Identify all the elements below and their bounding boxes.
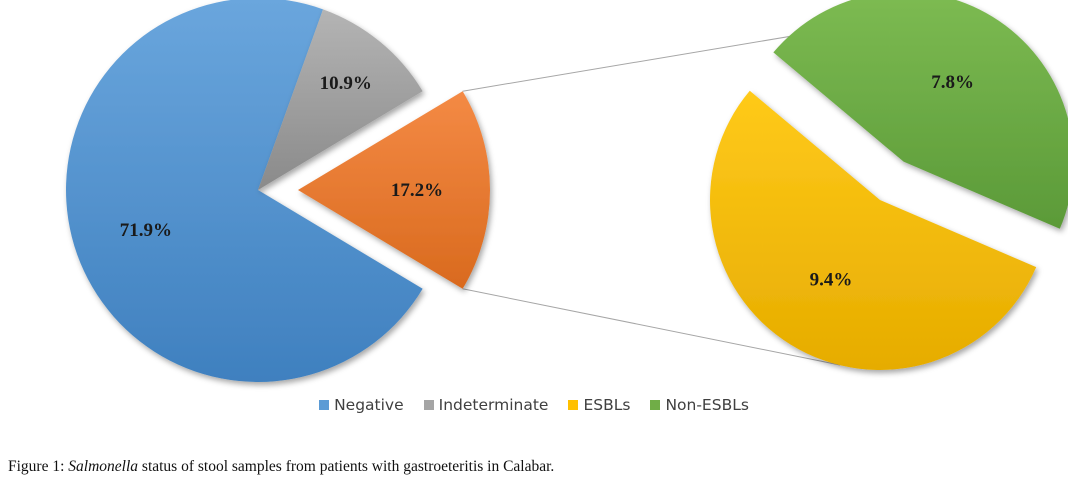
caption-organism: Salmonella: [68, 458, 139, 475]
legend-label: Indeterminate: [438, 396, 549, 414]
caption-text: status of stool samples from patients wi…: [141, 458, 555, 475]
main-pie: [66, 0, 491, 382]
slice-label-negative: 71.9%: [120, 220, 172, 241]
legend-label: Negative: [334, 396, 404, 414]
slice-label-other: 17.2%: [391, 180, 443, 201]
slice-label-esbls: 9.4%: [810, 270, 853, 291]
connector-lines: [462, 27, 841, 366]
caption-lead: Figure 1:: [8, 458, 65, 475]
slice-labels: 71.9% 10.9% 17.2% 9.4% 7.8%: [120, 72, 974, 291]
figure-caption: Figure 1: Salmonella status of stool sam…: [8, 458, 554, 476]
legend-label: Non-ESBLs: [665, 396, 749, 414]
legend-item-non-esbls: Non-ESBLs: [650, 396, 749, 414]
pie-slice-negative: [66, 0, 423, 382]
legend-item-esbls: ESBLs: [568, 396, 630, 414]
slice-label-indeterminate: 10.9%: [320, 73, 372, 94]
pie-of-pie-chart: 71.9% 10.9% 17.2% 9.4% 7.8%: [66, 0, 1068, 382]
legend-item-negative: Negative: [319, 396, 404, 414]
legend-swatch: [319, 400, 330, 410]
legend-item-indeterminate: Indeterminate: [423, 396, 549, 414]
pie-slice-esbls: [710, 90, 1037, 370]
secondary-pie: [710, 0, 1068, 370]
legend: Negative Indeterminate ESBLs Non-ESBLs: [0, 396, 1068, 414]
slice-label-non-esbls: 7.8%: [931, 72, 974, 93]
pie-slice-non-esbls: [773, 0, 1068, 229]
pie-slice-other: [298, 91, 491, 289]
legend-swatch: [568, 400, 579, 410]
connector-line-top: [462, 27, 841, 92]
pie-slice-indeterminate: [258, 9, 423, 190]
legend-swatch: [423, 400, 434, 410]
legend-swatch: [650, 400, 661, 410]
legend-label: ESBLs: [583, 396, 631, 414]
connector-line-bottom: [462, 288, 841, 366]
